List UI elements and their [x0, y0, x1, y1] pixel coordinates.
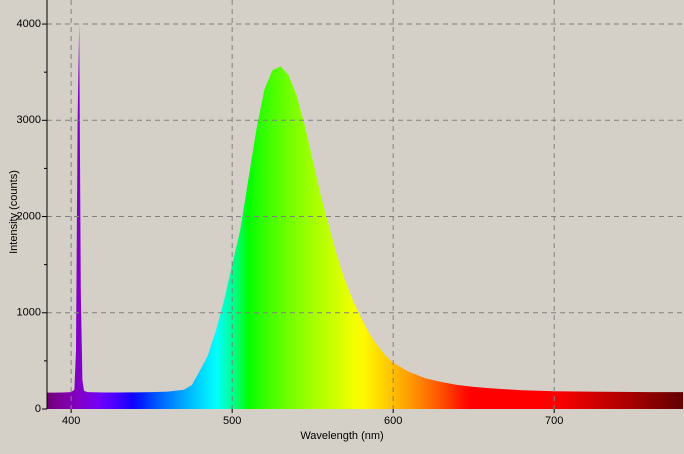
x-tick-label: 600: [384, 415, 402, 427]
y-axis-label: Intensity (counts): [8, 170, 20, 254]
x-tick-label: 500: [223, 415, 241, 427]
y-tick-label: 3000: [17, 114, 41, 126]
y-tick-label: 4000: [17, 18, 41, 30]
y-tick-label: 1000: [17, 307, 41, 319]
x-tick-label: 700: [545, 415, 563, 427]
x-axis-label: Wavelength (nm): [300, 430, 383, 442]
y-tick-label: 2000: [17, 210, 41, 222]
y-tick-label: 0: [35, 403, 41, 415]
spectrum-area: [47, 24, 683, 409]
x-tick-label: 400: [62, 415, 80, 427]
